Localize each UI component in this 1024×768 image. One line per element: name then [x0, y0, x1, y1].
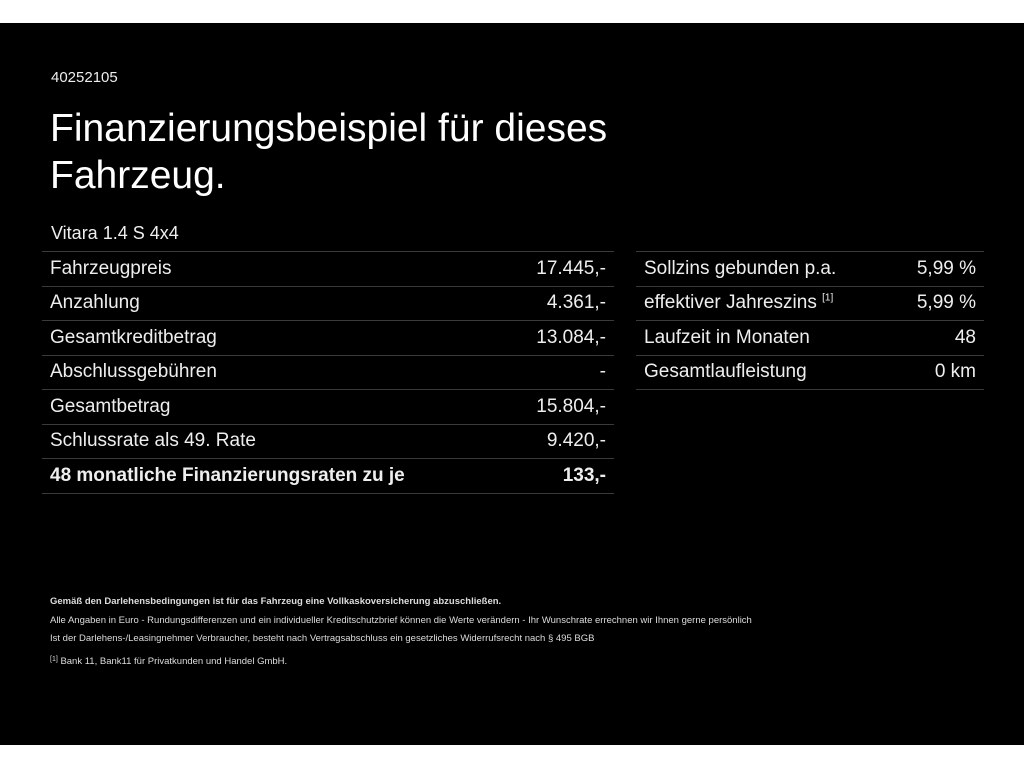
disclaimer-line-2: Ist der Darlehens-/Leasingnehmer Verbrau…: [50, 633, 595, 644]
row-label: Gesamtkreditbetrag: [42, 320, 507, 356]
row-label: 48 monatliche Finanzierungsraten zu je: [42, 458, 507, 494]
table-row: Gesamtbetrag 15.804,-: [42, 389, 614, 425]
row-label-text: effektiver Jahreszins: [644, 292, 817, 314]
row-label: Anzahlung: [42, 286, 507, 321]
monthly-rate-row: 48 monatliche Finanzierungsraten zu je 13…: [42, 458, 614, 494]
row-label: Fahrzeugpreis: [42, 251, 507, 287]
row-label: Abschlussgebühren: [42, 355, 507, 390]
row-value: 17.445,-: [506, 251, 614, 287]
table-row: Anzahlung 4.361,-: [42, 286, 614, 321]
row-value: 13.084,-: [506, 320, 614, 356]
disclaimer-line-1: Alle Angaben in Euro - Rundungsdifferenz…: [50, 615, 752, 626]
row-value: 133,-: [506, 458, 614, 494]
insurance-note: Gemäß den Darlehensbedingungen ist für d…: [50, 596, 502, 607]
table-row: Gesamtlaufleistung 0 km: [636, 355, 984, 390]
model-name: Vitara 1.4 S 4x4: [51, 223, 179, 243]
row-label: Gesamtbetrag: [42, 389, 507, 425]
row-value: 5,99 %: [891, 286, 984, 321]
table-row: effektiver Jahreszins [1] 5,99 %: [636, 286, 984, 321]
table-row: Laufzeit in Monaten 48: [636, 320, 984, 356]
footnote-mark: [1]: [50, 656, 58, 663]
table-row: Sollzins gebunden p.a. 5,99 %: [636, 251, 984, 287]
row-value: 15.804,-: [506, 389, 614, 425]
table-row: Fahrzeugpreis 17.445,-: [42, 251, 614, 287]
row-value: 4.361,-: [506, 286, 614, 321]
row-value: 0 km: [891, 355, 984, 390]
row-label: Gesamtlaufleistung: [636, 355, 892, 390]
table-row: Schlussrate als 49. Rate 9.420,-: [42, 424, 614, 459]
row-label: Sollzins gebunden p.a.: [636, 251, 892, 287]
table-row: Gesamtkreditbetrag 13.084,-: [42, 320, 614, 356]
table-row: Abschlussgebühren -: [42, 355, 614, 390]
row-label: Laufzeit in Monaten: [636, 320, 892, 356]
row-value: 48: [891, 320, 984, 356]
interest-table: Sollzins gebunden p.a. 5,99 % effektiver …: [636, 251, 984, 390]
row-value: 9.420,-: [506, 424, 614, 459]
page-title: Finanzierungsbeispiel für dieses Fahrzeu…: [50, 107, 608, 197]
financing-panel: 40252105 Finanzierungsbeispiel für diese…: [0, 23, 1024, 745]
row-value: -: [506, 355, 614, 390]
footnote: [1] Bank 11, Bank11 für Privatkunden und…: [50, 656, 287, 667]
reference-number: 40252105: [51, 69, 118, 86]
footnote-ref: [1]: [822, 292, 834, 304]
row-label: Schlussrate als 49. Rate: [42, 424, 507, 459]
row-value: 5,99 %: [891, 251, 984, 287]
footnote-text: Bank 11, Bank11 für Privatkunden und Han…: [60, 656, 288, 667]
row-label: effektiver Jahreszins [1]: [636, 286, 892, 321]
financing-table: Fahrzeugpreis 17.445,- Anzahlung 4.361,- G…: [42, 251, 614, 494]
